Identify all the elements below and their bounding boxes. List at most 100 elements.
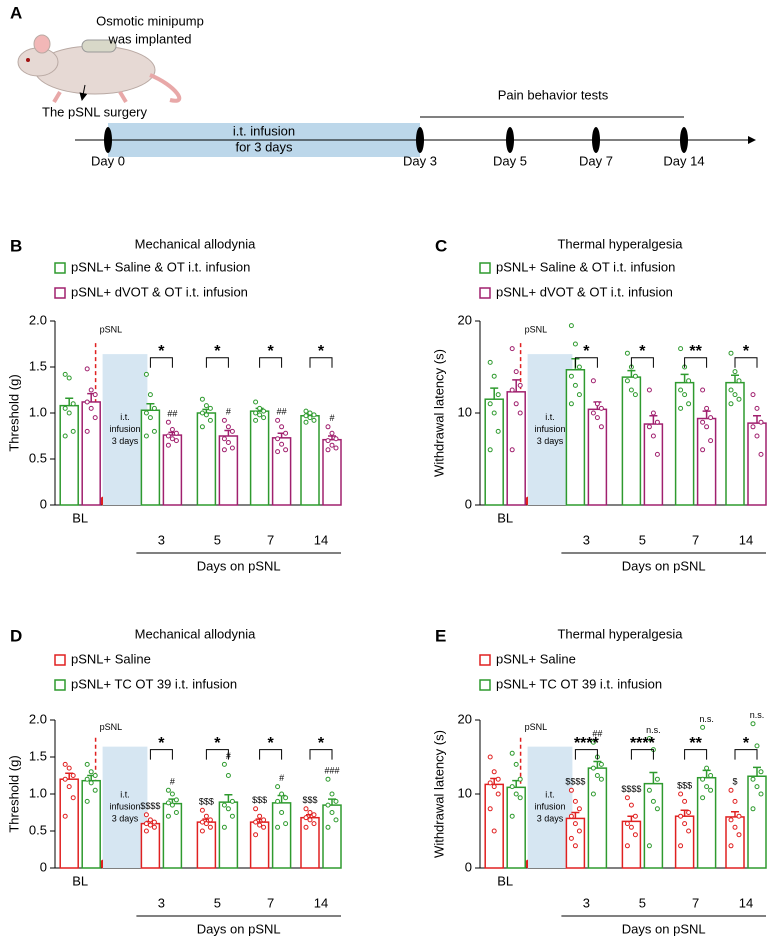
data-point [568, 835, 574, 841]
bar [621, 376, 642, 506]
data-point [279, 441, 285, 447]
bar [506, 786, 526, 869]
data-point [307, 817, 313, 823]
infusion-shade [527, 746, 573, 868]
data-point [568, 373, 574, 379]
significance-mark: n.s. [646, 725, 661, 735]
data-point [517, 776, 523, 782]
data-point [736, 832, 742, 838]
shade-label: infusion [109, 802, 140, 812]
y-axis-label: Threshold (g) [6, 755, 21, 832]
shade-label: i.t. [545, 412, 555, 422]
data-point [632, 832, 638, 838]
bar [587, 408, 608, 506]
data-point [275, 798, 281, 804]
data-point [303, 806, 309, 812]
data-point [728, 787, 734, 793]
data-point [173, 430, 179, 436]
data-point [513, 369, 519, 375]
data-point [654, 419, 660, 425]
shade-label: infusion [109, 424, 140, 434]
bracket [574, 749, 598, 760]
bracket [309, 357, 333, 368]
data-point [513, 761, 519, 767]
data-point [165, 433, 171, 439]
bar [300, 415, 320, 506]
bracket [149, 749, 173, 760]
data-point [253, 806, 259, 812]
data-point [143, 828, 149, 834]
data-point [708, 773, 714, 778]
data-point [572, 341, 578, 347]
data-point [598, 424, 604, 430]
data-point [303, 419, 309, 425]
y-axis-label: Withdrawal latency (s) [431, 730, 446, 858]
data-point [576, 392, 582, 398]
significance-mark: # [170, 777, 175, 787]
shade-label: infusion [534, 424, 565, 434]
data-point [624, 843, 630, 849]
data-point [275, 417, 281, 423]
data-point [62, 776, 68, 782]
legend-swatch [479, 679, 491, 691]
bracket-label: * [318, 735, 325, 752]
bracket [259, 749, 283, 760]
data-point [728, 817, 734, 823]
data-point [229, 428, 235, 434]
significance-mark: n.s. [750, 710, 765, 720]
significance-mark: $$$ [252, 795, 267, 805]
data-point [487, 754, 493, 760]
bracket [574, 357, 598, 368]
data-point [646, 843, 652, 849]
x-tick-label: 5 [214, 895, 221, 910]
data-point [329, 442, 335, 448]
data-point [509, 387, 515, 393]
data-point [754, 784, 760, 790]
error-bar [490, 387, 499, 400]
significance-mark: $$$ [199, 797, 214, 807]
data-point [275, 824, 281, 830]
pump-text: was implanted [107, 31, 191, 46]
bracket-label: * [267, 735, 274, 752]
data-point [590, 410, 596, 416]
legend-label: pSNL+ dVOT & OT i.t. infusion [496, 284, 673, 299]
bar [587, 767, 608, 869]
y-tick-label: 2.0 [29, 711, 47, 726]
y-tick-label: 1.5 [29, 748, 47, 763]
psnl-label: pSNL [525, 325, 548, 335]
data-point [70, 428, 76, 434]
data-point [143, 433, 149, 439]
data-point [147, 822, 153, 828]
data-point [84, 761, 90, 767]
significance-mark: # [329, 413, 334, 423]
tests-text: Pain behavior tests [498, 87, 609, 102]
data-point [750, 776, 756, 782]
data-point [594, 415, 600, 421]
data-point [654, 451, 660, 457]
data-point [598, 776, 604, 782]
y-axis-label: Threshold (g) [6, 374, 21, 451]
data-point [590, 739, 596, 745]
data-point [283, 430, 289, 436]
data-point [173, 797, 179, 803]
panel-label: C [435, 236, 447, 255]
bar [218, 801, 239, 869]
data-point [682, 821, 688, 827]
day-label: Day 3 [403, 153, 437, 168]
data-point [303, 815, 309, 821]
data-point [509, 346, 515, 352]
data-point [88, 405, 94, 411]
data-point [325, 438, 331, 444]
legend-label: pSNL+ dVOT & OT i.t. infusion [71, 284, 248, 299]
bracket [205, 357, 229, 368]
chart-title: Thermal hyperalgesia [557, 236, 683, 251]
data-point [487, 447, 493, 453]
x-tick-label: 7 [267, 532, 274, 547]
bracket-label: * [267, 343, 274, 360]
error-bar [753, 415, 761, 424]
legend-label: pSNL+ Saline & OT i.t. infusion [496, 259, 675, 274]
data-point [754, 405, 760, 411]
legend-swatch [479, 287, 491, 299]
data-point [307, 415, 313, 421]
shade-label: infusion [534, 802, 565, 812]
